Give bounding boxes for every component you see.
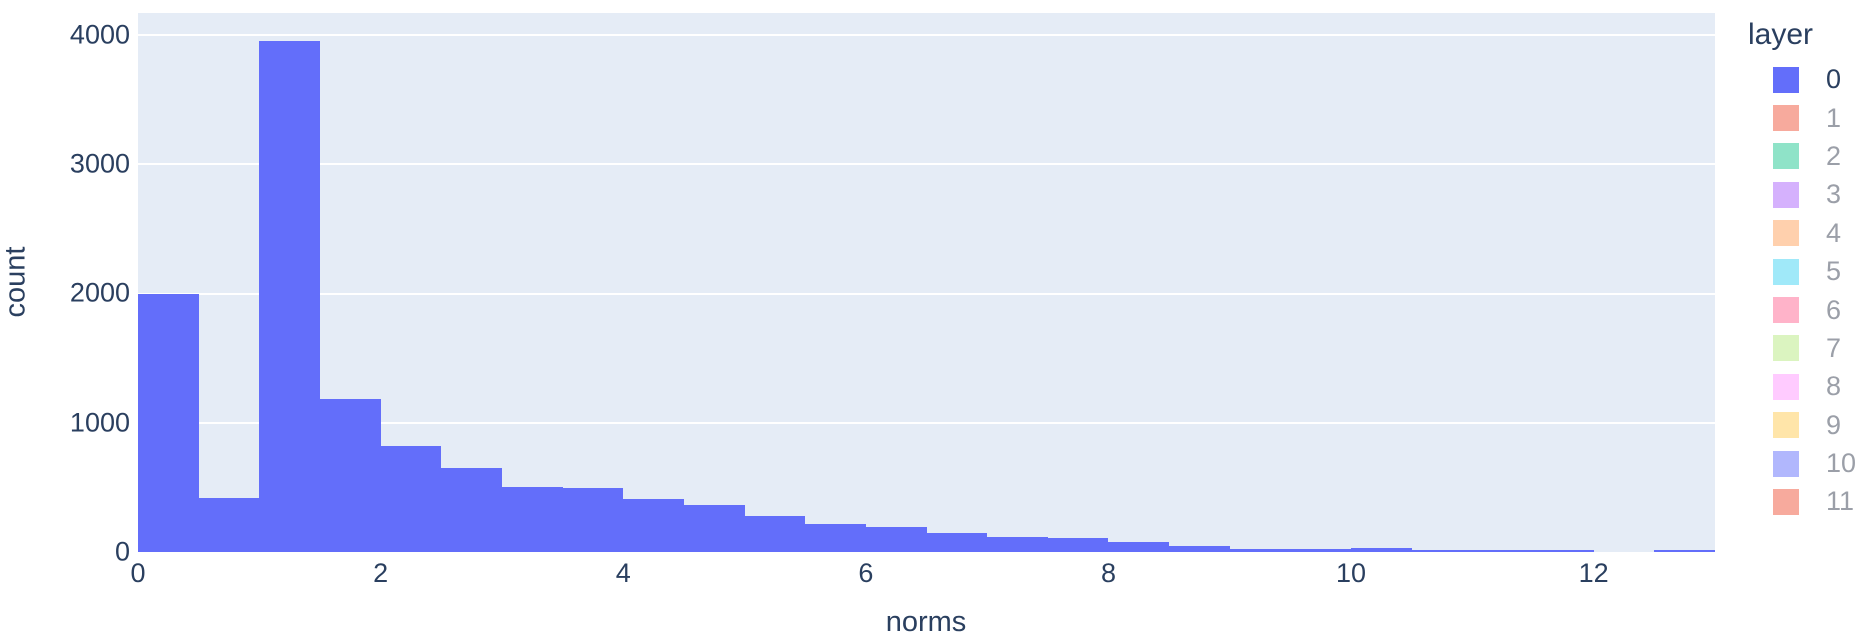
histogram-bar: [987, 537, 1048, 552]
legend-swatch-icon: [1773, 297, 1799, 324]
legend-item-layer-2[interactable]: 2: [1748, 137, 1858, 175]
legend-item-label: 6: [1826, 294, 1842, 325]
x-tick-label-2: 2: [373, 558, 389, 588]
legend-item-layer-10[interactable]: 10: [1748, 444, 1858, 482]
histogram-bar: [866, 526, 927, 552]
histogram-bar: [1351, 548, 1412, 552]
legend-swatch-icon: [1773, 181, 1799, 208]
legend-swatch-icon: [1773, 143, 1799, 170]
legend-swatch-icon: [1773, 220, 1799, 247]
gridline-y-2000: [138, 292, 1715, 295]
histogram-bar: [684, 505, 745, 552]
x-tick-label-10: 10: [1336, 558, 1367, 588]
legend-title: layer: [1748, 18, 1814, 51]
legend-item-label: 5: [1826, 256, 1842, 287]
legend-item-layer-11[interactable]: 11: [1748, 483, 1858, 521]
histogram-bar: [563, 488, 623, 552]
y-tick-label-1000: 1000: [69, 407, 130, 438]
histogram-bar: [1472, 550, 1533, 552]
legend-swatch-icon: [1773, 373, 1799, 400]
legend-swatch-icon: [1773, 450, 1799, 477]
histogram-bar: [1533, 549, 1594, 552]
legend-swatch-icon: [1773, 488, 1799, 515]
y-tick-label-0: 0: [114, 536, 130, 567]
histogram-bar: [199, 497, 259, 552]
legend-item-layer-6[interactable]: 6: [1748, 291, 1858, 329]
histogram-bar: [805, 523, 866, 552]
histogram-bar: [745, 515, 805, 552]
legend-item-layer-8[interactable]: 8: [1748, 368, 1858, 406]
y-tick-label-3000: 3000: [69, 148, 130, 179]
legend-swatch-icon: [1773, 335, 1799, 362]
histogram-bar: [320, 399, 381, 552]
histogram-bar: [623, 499, 684, 552]
legend-item-layer-7[interactable]: 7: [1748, 329, 1858, 367]
legend-item-layer-3[interactable]: 3: [1748, 176, 1858, 214]
legend-swatch-icon: [1773, 66, 1799, 93]
histogram-bar: [1230, 549, 1290, 552]
histogram-bar: [138, 293, 199, 552]
x-tick-label-4: 4: [615, 558, 631, 588]
y-tick-label-4000: 4000: [69, 19, 130, 50]
histogram-bar: [1654, 549, 1715, 552]
histogram-bar: [927, 532, 987, 552]
legend-item-layer-4[interactable]: 4: [1748, 214, 1858, 252]
gridline-y-4000: [138, 33, 1715, 36]
histogram-bar: [441, 467, 502, 552]
x-tick-label-12: 12: [1578, 558, 1609, 588]
legend-item-label: 10: [1826, 448, 1857, 479]
legend-item-label: 2: [1826, 140, 1842, 171]
histogram-bar: [1108, 541, 1169, 552]
histogram-bar: [381, 446, 441, 552]
legend-item-layer-0[interactable]: 0: [1748, 61, 1858, 99]
y-tick-label-2000: 2000: [69, 277, 130, 308]
y-axis-title: count: [0, 246, 32, 318]
x-tick-label-0: 0: [130, 558, 146, 588]
legend-item-label: 8: [1826, 371, 1842, 402]
legend: layer 0 1 2 3 4 5 6 7 8 9 10 11: [1748, 18, 1858, 521]
histogram-bar: [1412, 550, 1472, 552]
histogram-bar: [1169, 546, 1230, 552]
histogram-bar: [1290, 549, 1351, 552]
legend-item-label: 9: [1826, 409, 1842, 440]
legend-items: 0 1 2 3 4 5 6 7 8 9 10 11: [1748, 61, 1858, 522]
legend-item-label: 0: [1826, 64, 1842, 95]
legend-swatch-icon: [1773, 412, 1799, 439]
legend-item-layer-5[interactable]: 5: [1748, 252, 1858, 290]
legend-item-label: 3: [1826, 179, 1842, 210]
plot-area: [138, 13, 1715, 552]
histogram-bar: [1048, 538, 1108, 552]
x-tick-label-6: 6: [858, 558, 874, 588]
legend-item-label: 7: [1826, 332, 1842, 363]
legend-swatch-icon: [1773, 105, 1799, 132]
legend-swatch-icon: [1773, 258, 1799, 285]
x-axis-title: norms: [885, 606, 967, 638]
legend-item-layer-1[interactable]: 1: [1748, 99, 1858, 137]
x-tick-label-8: 8: [1100, 558, 1116, 588]
histogram-bar: [502, 486, 563, 552]
legend-item-label: 1: [1826, 102, 1842, 133]
histogram-bar: [259, 41, 320, 552]
legend-item-layer-9[interactable]: 9: [1748, 406, 1858, 444]
legend-item-label: 4: [1826, 217, 1842, 248]
gridline-y-3000: [138, 163, 1715, 166]
legend-item-label: 11: [1826, 486, 1855, 517]
gridline-y-1000: [138, 421, 1715, 424]
